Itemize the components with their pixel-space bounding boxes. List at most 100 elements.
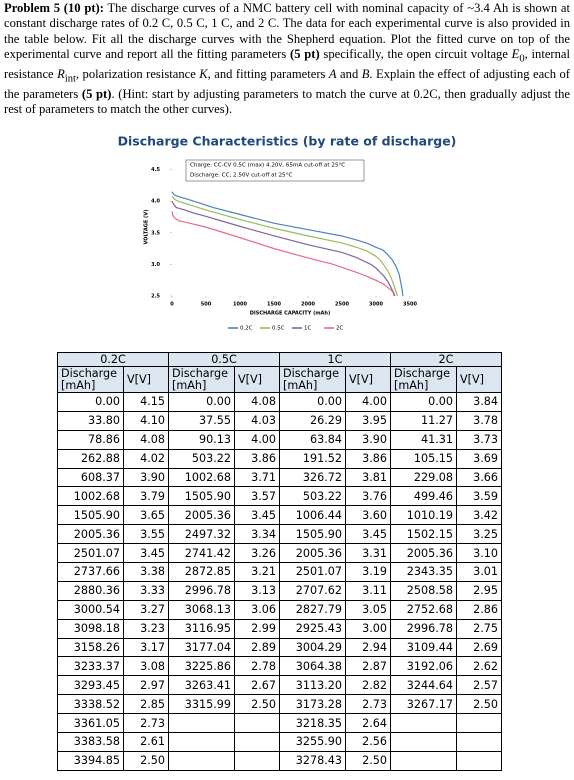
cell: 499.46 <box>390 486 457 507</box>
table-row: 3293.45 2.97 3263.41 2.67 3113.20 2.82 3244.64… <box>57 675 502 696</box>
cell: 1006.44 <box>279 505 346 526</box>
cell: 1002.68 <box>57 486 124 507</box>
table-row: 3233.37 3.08 3225.86 2.78 3064.38 2.87 3192.06… <box>57 656 502 677</box>
cell: 2.50 <box>345 750 391 771</box>
run: (5 pt) <box>290 46 320 61</box>
cell: 3.01 <box>456 562 502 582</box>
cell: 503.22 <box>168 448 235 469</box>
run: , internal resistance <box>4 46 570 81</box>
cell: 2996.78 <box>168 580 235 601</box>
column-header: V[V] <box>456 366 502 393</box>
x-tick-label: 0 <box>170 302 174 308</box>
cell: 2.50 <box>456 694 502 715</box>
table-row: 3361.05 2.73 3218.35 2.64 <box>57 713 502 734</box>
cell: 2.99 <box>234 618 280 639</box>
cell: 3.45 <box>123 543 169 564</box>
cell: 3.59 <box>456 486 502 507</box>
cell: 3.13 <box>234 580 280 601</box>
run: A <box>328 66 337 81</box>
cell <box>168 713 235 734</box>
cell: 3263.41 <box>168 675 235 696</box>
cell: 2.75 <box>456 618 502 639</box>
cell: 3315.99 <box>168 694 235 715</box>
cell: 2.89 <box>234 637 280 658</box>
cell: 2.78 <box>234 656 280 677</box>
cell: 3.34 <box>234 524 280 545</box>
run: The discharge curves of a NMC battery ce… <box>4 1 570 61</box>
cell: 3.57 <box>234 486 280 507</box>
cell: 2925.43 <box>279 618 346 639</box>
header-row: Discharge [mAh] V[V] Discharge [mAh] V[V] Di… <box>57 366 502 393</box>
table-row: 0.00 4.15 0.00 4.08 0.00 4.00 0.00 3.84 <box>57 392 502 412</box>
cell: 3.31 <box>345 543 391 564</box>
cell: 2343.35 <box>390 562 457 582</box>
cell <box>234 713 280 734</box>
table-row: 1002.68 3.79 1505.90 3.57 503.22 3.76 499.46 3.… <box>57 486 502 507</box>
series-line <box>171 191 404 297</box>
cell: 262.88 <box>57 448 124 469</box>
cell: 2.50 <box>123 750 169 771</box>
cell <box>390 732 457 752</box>
cell: 3.05 <box>345 599 391 620</box>
cell: 4.08 <box>123 429 169 450</box>
table-row: 2737.66 3.38 2872.85 3.21 2501.07 3.19 2343.35… <box>57 562 502 582</box>
cell: 3278.43 <box>279 750 346 771</box>
cell: 2005.36 <box>390 543 457 564</box>
cell: 3.65 <box>123 505 169 526</box>
cell: 2741.42 <box>168 543 235 564</box>
cell <box>234 750 280 771</box>
cell: 3068.13 <box>168 599 235 620</box>
cell <box>390 713 457 734</box>
cell: 105.15 <box>390 448 457 469</box>
table-row: 3000.54 3.27 3068.13 3.06 2827.79 3.05 2752.68… <box>57 599 502 620</box>
cell: 33.80 <box>57 410 124 431</box>
column-header: V[V] <box>234 366 280 393</box>
cell: 3.38 <box>123 562 169 582</box>
cell: 2827.79 <box>279 599 346 620</box>
cell: 4.15 <box>123 392 169 412</box>
y-tick-label: 4.5 <box>151 167 160 173</box>
column-header: V[V] <box>123 366 169 393</box>
cell: 3218.35 <box>279 713 346 734</box>
run: B <box>361 66 370 81</box>
cell: 3.11 <box>345 580 391 601</box>
group-header: 2C <box>390 352 502 367</box>
run: 0 <box>519 53 525 65</box>
cell: 4.00 <box>234 429 280 450</box>
cell: 4.02 <box>123 448 169 469</box>
cell: 90.13 <box>168 429 235 450</box>
cell: 2.56 <box>345 732 391 752</box>
run: and <box>336 66 362 81</box>
cell: 2.64 <box>345 713 391 734</box>
table-row: 3098.18 3.23 3116.95 2.99 2925.43 3.00 2996.78… <box>57 618 502 639</box>
cell: 3.79 <box>123 486 169 507</box>
run: E <box>511 46 520 61</box>
table-row: 3338.52 2.85 3315.99 2.50 3173.28 2.73 3267.17… <box>57 694 502 715</box>
legend-label: 0.5C <box>272 326 285 332</box>
cell: 3.69 <box>456 448 502 469</box>
cell: 3338.52 <box>57 694 124 715</box>
cell: 2005.36 <box>57 524 124 545</box>
cell: 3173.28 <box>279 694 346 715</box>
cell: 3109.44 <box>390 637 457 658</box>
cell: 3361.05 <box>57 713 124 734</box>
x-tick-label: 3000 <box>369 302 383 308</box>
cell: 1505.90 <box>57 505 124 526</box>
cell: 2.67 <box>234 675 280 696</box>
cell: 3.17 <box>123 637 169 658</box>
cell: 3.06 <box>234 599 280 620</box>
table-row: 78.86 4.08 90.13 4.00 63.84 3.90 41.31 3.73 <box>57 429 502 450</box>
x-tick-label: 1500 <box>267 302 281 308</box>
cell: 2.73 <box>345 694 391 715</box>
cell: 3.76 <box>345 486 391 507</box>
cell: 2.97 <box>123 675 169 696</box>
cell: 3.66 <box>456 467 502 488</box>
column-header: V[V] <box>345 366 391 393</box>
cell: 2005.36 <box>279 543 346 564</box>
cell: 26.29 <box>279 410 346 431</box>
cell: 2.61 <box>123 732 169 752</box>
cell: 3.00 <box>345 618 391 639</box>
cell: 2.62 <box>456 656 502 677</box>
cell: 3113.20 <box>279 675 346 696</box>
cell: 37.55 <box>168 410 235 431</box>
